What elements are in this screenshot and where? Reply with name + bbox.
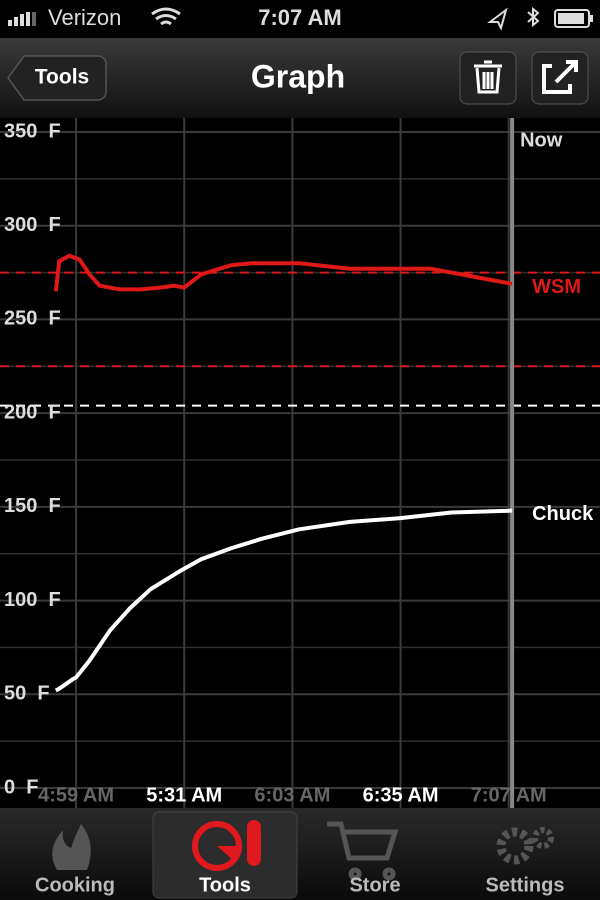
tab-icon — [327, 821, 399, 881]
plot-area — [0, 118, 600, 808]
wifi-icon — [151, 7, 181, 26]
location-icon — [487, 7, 508, 31]
signal — [8, 12, 36, 26]
y-tick-label: 300 F — [4, 214, 61, 236]
status-bar — [0, 0, 600, 38]
y-tick-label: 150 F — [4, 495, 61, 517]
x-tick-label: 5:31 AM — [146, 784, 222, 806]
battery-level — [558, 13, 584, 24]
tab-icon — [52, 824, 91, 870]
tab-icon — [532, 827, 554, 849]
y-tick-label: 250 F — [4, 308, 61, 330]
back-button[interactable] — [7, 55, 107, 101]
status-time: 7:07 AM — [258, 5, 342, 30]
tab-icon — [192, 821, 242, 871]
tab-icon — [217, 846, 238, 860]
tab-label[interactable]: Store — [349, 874, 400, 896]
x-tick-label: 4:59 AM — [38, 784, 114, 806]
battery-tip — [590, 15, 593, 22]
y-tick-label: 200 F — [4, 401, 61, 423]
back-label[interactable]: Tools — [35, 66, 89, 89]
chart: Now 0 F 50 F 100 F 150 F 200 F 250 F 300 F 350 F… — [0, 118, 600, 808]
tab-icon — [247, 820, 261, 866]
series-line — [54, 508, 513, 693]
tab-icon — [496, 827, 534, 865]
battery — [554, 9, 590, 28]
share-icon — [542, 60, 578, 94]
nav-title: Graph — [251, 58, 345, 94]
tabs: Cooking Tools Store Settings — [35, 811, 565, 899]
now-label: Now — [520, 129, 563, 151]
tab-label[interactable]: Cooking — [35, 874, 115, 896]
x-tick-label: 6:35 AM — [363, 784, 439, 806]
trash-icon — [474, 60, 502, 94]
series-label: WSM — [532, 276, 581, 298]
y-tick-label: 100 F — [4, 589, 61, 611]
y-tick-label: 50 F — [4, 683, 50, 705]
y-tick-label: 350 F — [4, 120, 61, 142]
tab-label[interactable]: Tools — [199, 874, 251, 896]
series-label: Chuck — [532, 503, 594, 525]
series-line — [53, 253, 513, 292]
x-tick-label: 7:07 AM — [471, 784, 547, 806]
bluetooth-icon — [527, 6, 540, 28]
tab-label[interactable]: Settings — [486, 874, 565, 896]
y-tick-label: 0 F — [4, 776, 38, 798]
x-tick-label: 6:03 AM — [254, 784, 330, 806]
carrier: Verizon — [48, 5, 121, 30]
